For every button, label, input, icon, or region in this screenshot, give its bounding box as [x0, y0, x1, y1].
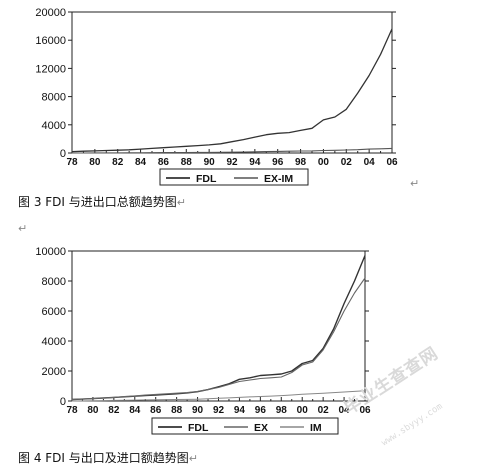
legend-label-fdl: FDL — [196, 173, 217, 185]
x-tick-label: 80 — [89, 157, 101, 168]
x-tick-label: 86 — [150, 405, 162, 416]
legend-label-ex-im: EX-IM — [264, 173, 293, 185]
y-tick-label: 12000 — [35, 63, 66, 75]
plot-frame — [71, 250, 366, 402]
series-line-fdl — [71, 28, 393, 153]
figure-caption-4: 图 4 FDI 与出口及进口额趋势图↵ — [18, 449, 198, 466]
x-tick-label: 78 — [66, 157, 78, 168]
x-tick-label: 96 — [272, 157, 284, 168]
y-tick-label: 8000 — [42, 92, 66, 104]
x-tick-label: 88 — [171, 405, 183, 416]
x-tick-label: 92 — [213, 405, 225, 416]
series-line-ex-im — [72, 147, 393, 154]
x-tick-label: 86 — [158, 157, 170, 168]
x-tick-label: 78 — [66, 405, 78, 416]
series-line-im — [71, 390, 366, 402]
figure-caption-3-text: 图 3 FDI 与进出口总额趋势图 — [18, 195, 177, 209]
series-line-ex — [71, 277, 366, 401]
y-tick-label: 8000 — [42, 276, 66, 288]
figure-caption-3: 图 3 FDI 与进出口总额趋势图↵ — [18, 193, 186, 210]
x-tick-label: 06 — [386, 157, 398, 168]
x-tick-label: 90 — [204, 157, 216, 168]
paragraph-mark: ↵ — [176, 196, 186, 209]
y-tick-label: 16000 — [35, 35, 66, 47]
legend-label-ex: EX — [254, 422, 268, 434]
x-tick-label: 82 — [112, 157, 124, 168]
x-tick-label: 02 — [318, 405, 330, 416]
y-tick-label: 2000 — [42, 366, 66, 378]
x-tick-label: 04 — [364, 157, 376, 168]
legend-label-fdl: FDL — [188, 422, 209, 434]
x-tick-label: 94 — [234, 405, 246, 416]
paragraph-mark: ↵ — [18, 222, 28, 235]
y-tick-label: 20000 — [35, 7, 66, 19]
figure-caption-4-text: 图 4 FDI 与出口及进口额趋势图 — [18, 451, 189, 465]
x-tick-label: 94 — [249, 157, 261, 168]
x-tick-label: 90 — [192, 405, 204, 416]
x-tick-label: 80 — [87, 405, 99, 416]
x-tick-label: 98 — [295, 157, 307, 168]
legend-box — [159, 168, 309, 186]
legend-label-im: IM — [310, 422, 322, 434]
x-tick-label: 00 — [297, 405, 309, 416]
paragraph-mark: ↵ — [410, 177, 420, 190]
y-tick-label: 6000 — [42, 306, 66, 318]
x-tick-label: 02 — [341, 157, 353, 168]
x-tick-label: 84 — [129, 405, 141, 416]
plot-frame — [71, 11, 393, 154]
x-tick-label: 98 — [276, 405, 288, 416]
x-tick-label: 82 — [108, 405, 120, 416]
y-tick-label: 4000 — [42, 120, 66, 132]
legend-box — [151, 417, 339, 435]
x-tick-label: 04 — [339, 405, 351, 416]
x-tick-label: 00 — [318, 157, 330, 168]
y-tick-label: 10000 — [35, 246, 66, 258]
x-tick-label: 06 — [359, 405, 371, 416]
x-tick-label: 92 — [226, 157, 238, 168]
y-tick-label: 4000 — [42, 336, 66, 348]
series-line-fdl — [71, 255, 366, 401]
x-tick-label: 84 — [135, 157, 147, 168]
x-tick-label: 88 — [181, 157, 193, 168]
y-tick-label: 0 — [60, 148, 66, 160]
paragraph-mark: ↵ — [188, 452, 198, 465]
y-tick-label: 0 — [60, 396, 66, 408]
x-tick-label: 96 — [255, 405, 267, 416]
